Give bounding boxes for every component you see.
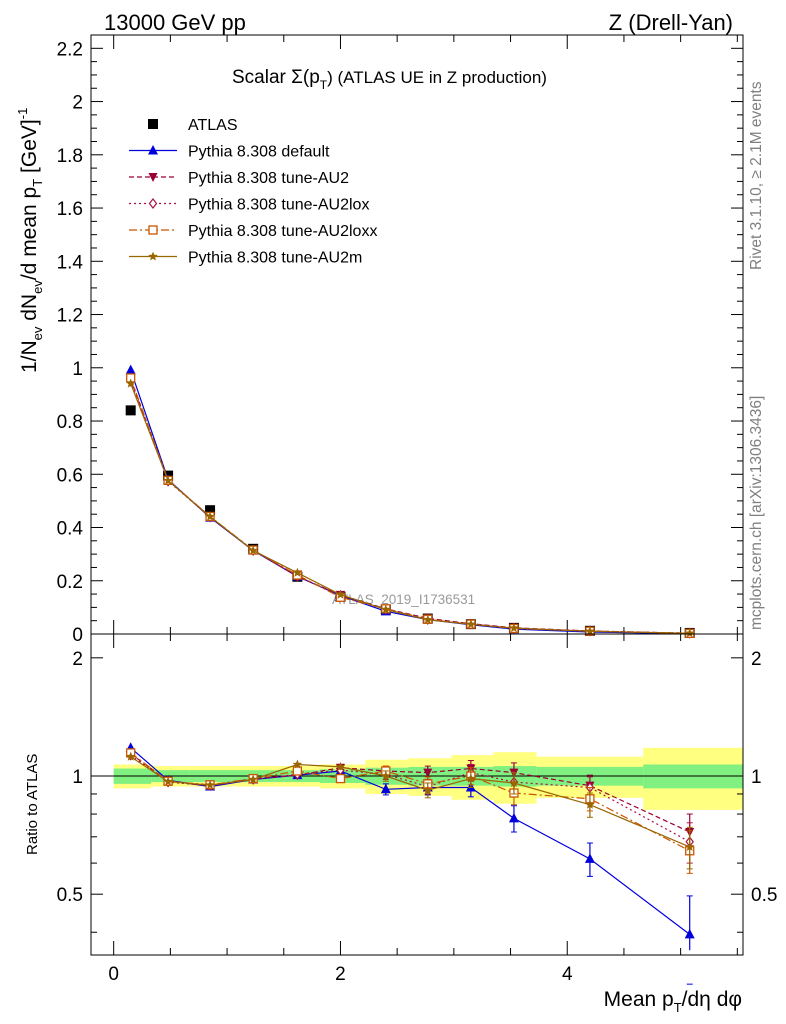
legend-entry: ATLAS (148, 117, 238, 134)
legend-marker (148, 198, 158, 209)
ratio-point (380, 783, 391, 794)
ratio-point (248, 774, 258, 784)
legend-marker (148, 173, 158, 182)
y-tick-label: 0.8 (57, 412, 83, 433)
ratio-point (292, 759, 303, 769)
y-tick-label: 0.6 (57, 465, 83, 486)
series-point (585, 626, 595, 636)
legend-entry: Pythia 8.308 tune-AU2loxx (129, 223, 377, 240)
legend-label: ATLAS (188, 117, 238, 134)
ratio-series-5 (125, 751, 695, 870)
series-point (466, 619, 476, 629)
ratio-point (584, 853, 595, 863)
ratio-tick-label-left: 2 (72, 649, 83, 670)
y-tick-label: 0.4 (57, 519, 84, 540)
series-point (125, 364, 136, 375)
series-point (248, 545, 258, 555)
y-tick-label: 0 (72, 625, 83, 646)
ratio-point (466, 773, 476, 783)
y-tick-label: 1.6 (57, 199, 83, 220)
process-label: Z (Drell-Yan) (609, 10, 733, 35)
y-tick-label: 1.8 (57, 146, 83, 167)
y-tick-label: 2 (72, 93, 83, 114)
legend-marker (148, 119, 158, 129)
ratio-point (335, 761, 346, 771)
legend-marker (148, 251, 158, 261)
y-tick-label: 1.2 (57, 306, 83, 327)
legend-marker (148, 225, 158, 235)
ratio-point (163, 776, 173, 786)
series-5 (125, 378, 695, 638)
x-tick-label: 2 (335, 964, 346, 985)
legend-entry: Pythia 8.308 tune-AU2 (129, 170, 349, 187)
ratio-panel-frame (90, 633, 744, 956)
y-tick-label: 1.4 (57, 252, 84, 273)
ratio-point (205, 780, 215, 790)
legend-label: Pythia 8.308 tune-AU2lox (188, 197, 369, 214)
ratio-series-group (125, 742, 695, 985)
ratio-point (423, 785, 433, 795)
chart-title: Scalar Σ(pT) (ATLAS UE in Z production) (232, 67, 547, 92)
atlas-data-point (205, 505, 216, 516)
ratio-tick-label-left: 0.5 (57, 885, 83, 906)
legend-entry: Pythia 8.308 tune-AU2lox (129, 197, 369, 214)
legend-label: Pythia 8.308 tune-AU2 (188, 170, 349, 187)
x-axis-label: Mean pT/dη dφ (604, 988, 742, 1015)
legend-label: Pythia 8.308 default (188, 144, 330, 161)
x-tick-label: 4 (562, 964, 573, 985)
ratio-point (335, 773, 346, 784)
legend-entry: Pythia 8.308 default (129, 144, 330, 161)
ratio-tick-label-right: 2 (751, 649, 762, 670)
ratio-x-ticks: 0 2 4 (108, 634, 738, 985)
mcplots-label: mcplots.cern.ch [arXiv:1306.3436] (748, 396, 765, 630)
legend-label: Pythia 8.308 tune-AU2loxx (188, 223, 377, 240)
y-tick-label: 2.2 (57, 39, 83, 60)
legend-entry: Pythia 8.308 tune-AU2m (129, 250, 362, 267)
main-panel: 00.20.40.60.811.21.41.61.822.2 ATLAS_201… (15, 34, 744, 646)
series-point (163, 475, 173, 485)
main-series-group (125, 364, 695, 639)
main-y-ticks: 0 0.2 0.4 0.6 0.8 1 1.2 1.4 1.6 1.8 2 2.2 (57, 39, 743, 646)
series-line (130, 383, 690, 634)
ratio-y-axis-label: Ratio to ATLAS (24, 754, 41, 855)
y-tick-label: 1 (72, 359, 83, 380)
series-point (335, 589, 346, 599)
ratio-point (585, 799, 595, 809)
legend-label: Pythia 8.308 tune-AU2m (188, 250, 362, 267)
ratio-point (509, 778, 519, 787)
ratio-point (685, 841, 695, 851)
ratio-point (381, 771, 391, 781)
x-tick-label: 0 (108, 964, 119, 985)
ratio-point (508, 812, 519, 823)
series-point (381, 604, 391, 614)
series-point (685, 628, 695, 638)
ratio-point (684, 928, 695, 939)
ratio-point (423, 768, 433, 778)
energy-label: 13000 GeV pp (104, 10, 246, 35)
ratio-tick-label-right: 1 (751, 767, 762, 788)
legend-marker (148, 145, 158, 155)
rivet-label: Rivet 3.1.10, ≥ 2.1M events (748, 81, 765, 270)
legend: ATLAS Pythia 8.308 default Pythia 8.308 tu… (129, 117, 377, 267)
ratio-panel: 0.5 0.5 1 1 2 2 0 2 4 Ratio to ATLAS Mean pT/dη… (24, 633, 777, 1015)
y-tick-label: 0.2 (57, 572, 83, 593)
series-point (423, 614, 433, 624)
series-point (509, 623, 519, 633)
y-axis-label: 1/Nev dNev/d mean pT [GeV]-1 (15, 108, 45, 373)
series-point (205, 511, 215, 521)
ratio-tick-label-left: 1 (72, 767, 83, 788)
series-point (125, 378, 136, 388)
ratio-point (125, 751, 136, 761)
series-point (292, 567, 303, 577)
ratio-y-ticks: 0.5 0.5 1 1 2 2 (57, 649, 777, 933)
ratio-tick-label-right: 0.5 (751, 885, 777, 906)
atlas-data-point (125, 405, 136, 416)
ratio-line (130, 756, 690, 848)
